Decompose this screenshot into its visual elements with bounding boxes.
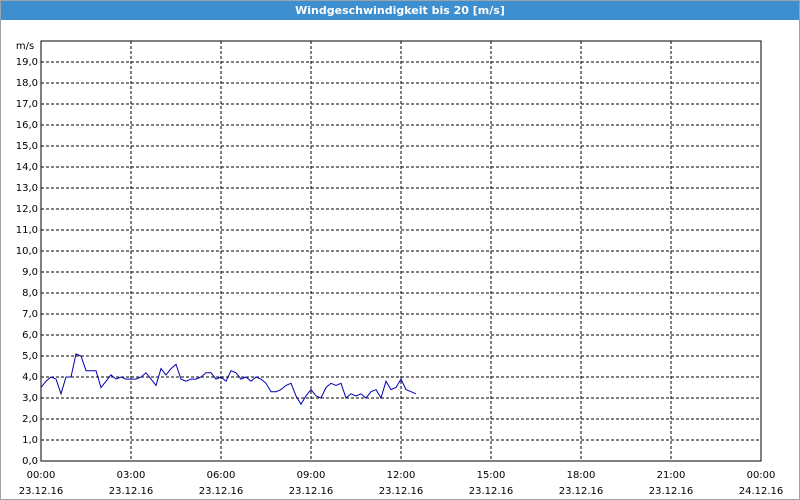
x-tick-date: 23.12.16 — [379, 486, 424, 497]
x-tick-date: 24.12.16 — [739, 486, 784, 497]
y-tick-label: 2,0 — [22, 414, 38, 425]
x-tick-label: 00:00 — [747, 470, 776, 481]
x-tick-label: 06:00 — [207, 470, 236, 481]
x-tick-date: 23.12.16 — [289, 486, 334, 497]
x-tick-date: 23.12.16 — [19, 486, 64, 497]
x-tick-date: 23.12.16 — [559, 486, 604, 497]
title-bar: Windgeschwindigkeit bis 20 [m/s] — [1, 1, 799, 20]
y-tick-label: 12,0 — [16, 204, 38, 215]
x-tick-date: 23.12.16 — [649, 486, 694, 497]
plot-frame — [40, 40, 762, 462]
y-tick-label: 4,0 — [22, 372, 38, 383]
y-tick-label: 7,0 — [22, 309, 38, 320]
x-tick-date: 23.12.16 — [469, 486, 514, 497]
y-tick-label: 3,0 — [22, 393, 38, 404]
data-line — [40, 353, 417, 406]
y-tick-label: 13,0 — [16, 183, 38, 194]
x-tick-label: 00:00 — [27, 470, 56, 481]
y-tick-label: 0,0 — [22, 456, 38, 467]
x-tick-label: 09:00 — [297, 470, 326, 481]
x-tick-date: 23.12.16 — [199, 486, 244, 497]
x-tick-label: 03:00 — [117, 470, 146, 481]
x-tick-label: 18:00 — [567, 470, 596, 481]
y-tick-label: 5,0 — [22, 351, 38, 362]
x-tick-label: 21:00 — [657, 470, 686, 481]
y-tick-label: 1,0 — [22, 435, 38, 446]
y-tick-label: 17,0 — [16, 99, 38, 110]
y-tick-label: 18,0 — [16, 78, 38, 89]
y-tick-label: 15,0 — [16, 141, 38, 152]
y-tick-label: 14,0 — [16, 162, 38, 173]
x-tick-date: 23.12.16 — [109, 486, 154, 497]
y-tick-label: 10,0 — [16, 246, 38, 257]
x-tick-label: 12:00 — [387, 470, 416, 481]
y-unit: m/s — [16, 41, 34, 52]
y-tick-label: 8,0 — [22, 288, 38, 299]
y-tick-label: 9,0 — [22, 267, 38, 278]
x-tick-label: 15:00 — [477, 470, 506, 481]
y-tick-label: 19,0 — [16, 57, 38, 68]
y-tick-label: 6,0 — [22, 330, 38, 341]
y-tick-label: 16,0 — [16, 120, 38, 131]
y-tick-label: 11,0 — [16, 225, 38, 236]
